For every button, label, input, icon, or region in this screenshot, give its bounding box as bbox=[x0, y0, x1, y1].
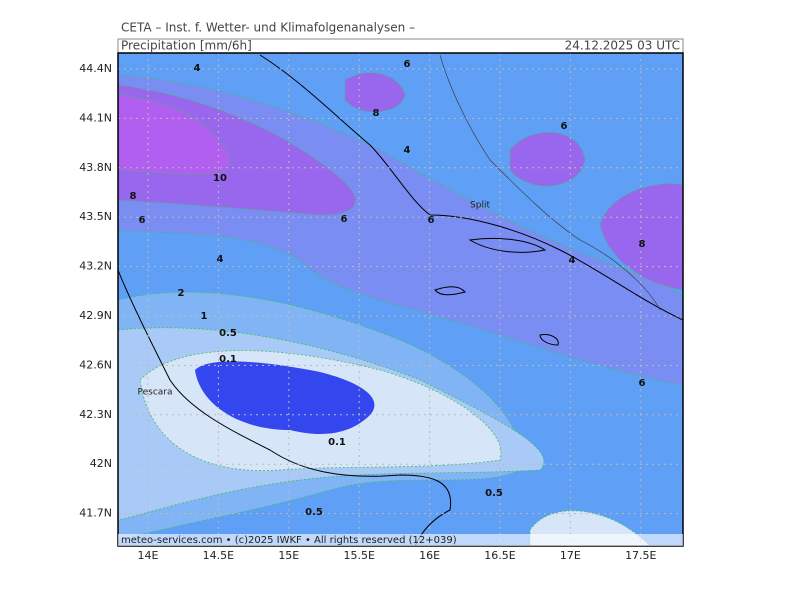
coastline-east bbox=[259, 54, 683, 321]
contour-label: 2 bbox=[178, 288, 185, 299]
contour-label: 6 bbox=[639, 378, 646, 389]
coastline-west bbox=[118, 269, 452, 546]
lon-label: 14E bbox=[138, 549, 159, 562]
footer-bar bbox=[118, 534, 683, 546]
lat-label: 42.9N bbox=[79, 309, 112, 322]
contour-label: 0.5 bbox=[305, 507, 323, 518]
lat-label: 42.6N bbox=[79, 358, 112, 371]
contour-label: 4 bbox=[217, 254, 224, 265]
contour-label: 8 bbox=[373, 108, 380, 119]
lon-label: 15.5E bbox=[343, 549, 374, 562]
lat-label: 43.8N bbox=[79, 161, 112, 174]
contour-label: 6 bbox=[341, 214, 348, 225]
contour-label: 8 bbox=[639, 239, 646, 250]
lat-label: 43.2N bbox=[79, 260, 112, 273]
lat-label: 41.7N bbox=[79, 507, 112, 520]
parameter: Precipitation [mm/6h] bbox=[121, 39, 252, 53]
region-8d bbox=[599, 183, 683, 291]
contour-label: 0.5 bbox=[219, 328, 237, 339]
contour-label: 6 bbox=[561, 121, 568, 132]
contour-label: 6 bbox=[428, 215, 435, 226]
region-8b bbox=[344, 72, 406, 113]
lon-label: 17E bbox=[560, 549, 581, 562]
contour-label: 6 bbox=[139, 215, 146, 226]
lat-label: 42N bbox=[90, 457, 112, 470]
lat-label: 44.4N bbox=[79, 62, 112, 75]
region-10 bbox=[118, 94, 231, 175]
header-title: CETA – Inst. f. Wetter- und Klimafolgena… bbox=[121, 21, 415, 35]
lon-label: 17.5E bbox=[625, 549, 656, 562]
contour-label: 1 bbox=[201, 311, 208, 322]
place-label: Split bbox=[470, 201, 490, 211]
datetime: 24.12.2025 03 UTC bbox=[565, 39, 680, 53]
region-8c bbox=[509, 131, 586, 187]
contour-label: 0.5 bbox=[485, 488, 503, 499]
lon-label: 16.5E bbox=[484, 549, 515, 562]
region-zero bbox=[195, 361, 375, 435]
islands bbox=[434, 237, 559, 346]
contour-label: 8 bbox=[130, 191, 137, 202]
contour-label: 0.1 bbox=[219, 354, 237, 365]
map-area bbox=[118, 53, 683, 546]
contour-label: 10 bbox=[213, 173, 227, 184]
contour-label: 4 bbox=[569, 255, 576, 266]
contour-label: 4 bbox=[194, 63, 201, 74]
contour-label: 0.1 bbox=[328, 437, 346, 448]
contour-label: 4 bbox=[404, 145, 411, 156]
lon-label: 14.5E bbox=[203, 549, 234, 562]
place-label: Pescara bbox=[137, 388, 172, 398]
border bbox=[439, 54, 661, 311]
lon-label: 16E bbox=[419, 549, 440, 562]
lat-label: 42.3N bbox=[79, 408, 112, 421]
lat-label: 43.5N bbox=[79, 210, 112, 223]
footer: meteo-services.com • (c)2025 IWKF • All … bbox=[121, 535, 457, 546]
lat-label: 44.1N bbox=[79, 111, 112, 124]
lon-label: 15E bbox=[278, 549, 299, 562]
contour-label: 6 bbox=[404, 59, 411, 70]
